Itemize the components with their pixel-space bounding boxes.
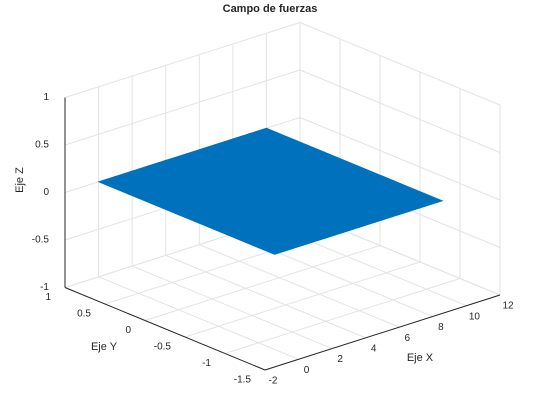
grid-line [64, 22, 301, 98]
grid-line [184, 261, 421, 338]
z-tick-label: 0.5 [35, 140, 49, 151]
y-axis [64, 287, 266, 371]
y-tick-label: 1 [45, 292, 51, 303]
y-tick-label: -0.5 [154, 342, 172, 353]
x-tick-label: 10 [469, 311, 481, 322]
x-tick-label: 8 [438, 322, 444, 333]
grid-line [131, 265, 333, 350]
z-axis-label: Eje Z [14, 167, 26, 193]
y-tick-label: 0 [125, 325, 131, 336]
y-tick-label: -1 [202, 358, 211, 369]
z-tick-label: 1 [43, 92, 49, 103]
grid-line [299, 22, 501, 106]
z-tick-label: 0 [43, 187, 49, 198]
grid-line [64, 69, 301, 146]
grid-line [199, 244, 400, 328]
z-tick-label: -1 [40, 282, 49, 293]
x-tick-label: -2 [269, 376, 278, 387]
grid-line [165, 254, 366, 339]
y-tick-label: -1.5 [234, 375, 252, 386]
x-tick-label: 12 [502, 301, 514, 312]
y-axis-label: Eje Y [91, 341, 118, 353]
x-tick-label: 6 [405, 333, 411, 344]
x-axis [264, 294, 501, 371]
grid-line [224, 278, 461, 354]
x-tick-label: 2 [337, 354, 343, 365]
surface-patch [248, 127, 308, 151]
x-tick-label: 0 [304, 365, 310, 376]
y-tick-label: 0.5 [77, 309, 91, 320]
x-axis-label: Eje X [407, 352, 434, 364]
grid-line [299, 69, 501, 153]
grid-line [98, 276, 299, 360]
grid-line [144, 245, 381, 321]
z-tick-label: -0.5 [32, 235, 50, 246]
chart-title: Campo de fuerzas [223, 3, 318, 15]
grid-line [299, 117, 501, 201]
x-tick-label: 4 [371, 343, 377, 354]
